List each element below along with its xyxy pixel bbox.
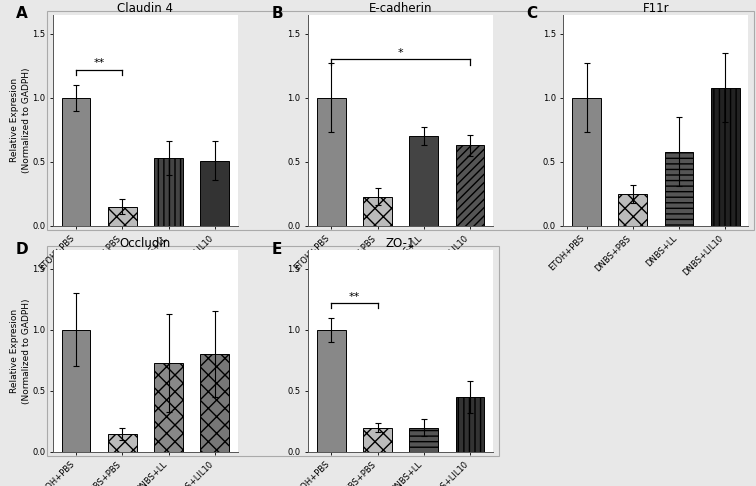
Title: F11r: F11r xyxy=(643,1,669,15)
Bar xyxy=(200,354,229,452)
Y-axis label: Relative Expresion
(Normalized to GADPH): Relative Expresion (Normalized to GADPH) xyxy=(10,298,31,404)
Bar xyxy=(665,152,693,226)
Bar xyxy=(154,363,183,452)
Text: E: E xyxy=(271,242,281,257)
Text: B: B xyxy=(271,6,283,21)
Text: **: ** xyxy=(349,292,360,302)
Bar xyxy=(410,428,438,452)
Title: E-cadherin: E-cadherin xyxy=(369,1,432,15)
Bar xyxy=(62,330,91,452)
Bar xyxy=(456,145,485,226)
Title: Occludin: Occludin xyxy=(119,237,171,250)
Title: Claudin 4: Claudin 4 xyxy=(117,1,173,15)
Bar xyxy=(62,98,91,226)
Text: *: * xyxy=(398,48,404,58)
Bar xyxy=(154,158,183,226)
Bar xyxy=(200,161,229,226)
Bar xyxy=(711,87,739,226)
Bar xyxy=(317,330,345,452)
Bar xyxy=(572,98,601,226)
Bar xyxy=(363,196,392,226)
Bar xyxy=(618,194,647,226)
Bar xyxy=(456,397,485,452)
Text: D: D xyxy=(16,242,29,257)
Bar xyxy=(108,207,137,226)
Bar xyxy=(363,428,392,452)
Bar xyxy=(317,98,345,226)
Bar xyxy=(108,434,137,452)
Text: A: A xyxy=(16,6,28,21)
Title: ZO-1: ZO-1 xyxy=(386,237,416,250)
Text: **: ** xyxy=(94,58,105,69)
Text: C: C xyxy=(526,6,538,21)
Y-axis label: Relative Expresion
(Normalized to GADPH): Relative Expresion (Normalized to GADPH) xyxy=(10,68,31,173)
Bar xyxy=(410,136,438,226)
